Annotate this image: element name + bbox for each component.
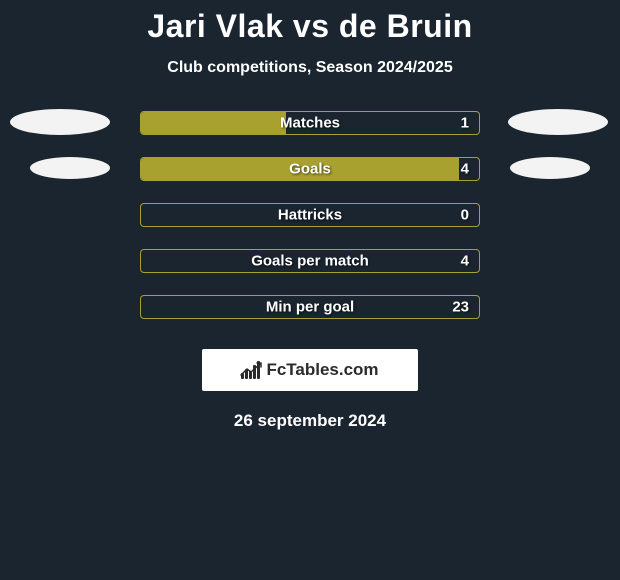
bar-value: 4: [461, 161, 469, 178]
player2-name: de Bruin: [339, 8, 473, 44]
right-ellipse: [510, 157, 590, 179]
left-ellipse: [10, 109, 110, 135]
bar-fill: [141, 158, 459, 180]
branding-text: FcTables.com: [266, 360, 378, 380]
page-title: Jari Vlak vs de Bruin: [0, 8, 620, 45]
stat-row-goals: Goals 4: [0, 157, 620, 181]
bar-value: 0: [461, 207, 469, 224]
stat-row-matches: Matches 1: [0, 111, 620, 135]
subtitle: Club competitions, Season 2024/2025: [0, 59, 620, 77]
stat-row-goals-per-match: Goals per match 4: [0, 249, 620, 273]
bar-track: Matches 1: [140, 111, 480, 135]
left-ellipse: [30, 157, 110, 179]
stat-row-hattricks: Hattricks 0: [0, 203, 620, 227]
bar-chart-growth-icon: [241, 361, 260, 379]
bar-label: Goals per match: [141, 253, 479, 270]
bar-track: Min per goal 23: [140, 295, 480, 319]
date-text: 26 september 2024: [0, 411, 620, 431]
bar-fill: [141, 112, 286, 134]
stat-rows: Matches 1 Goals 4 Hattricks 0: [0, 111, 620, 319]
vs-text: vs: [293, 8, 330, 44]
bar-value: 4: [461, 253, 469, 270]
bar-value: 23: [452, 299, 469, 316]
bar-track: Hattricks 0: [140, 203, 480, 227]
bar-label: Hattricks: [141, 207, 479, 224]
bar-track: Goals per match 4: [140, 249, 480, 273]
player1-name: Jari Vlak: [147, 8, 283, 44]
stat-row-min-per-goal: Min per goal 23: [0, 295, 620, 319]
bar-label: Min per goal: [141, 299, 479, 316]
branding-link[interactable]: FcTables.com: [202, 349, 418, 391]
bar-track: Goals 4: [140, 157, 480, 181]
bar-value: 1: [461, 115, 469, 132]
right-ellipse: [508, 109, 608, 135]
comparison-widget: Jari Vlak vs de Bruin Club competitions,…: [0, 0, 620, 431]
